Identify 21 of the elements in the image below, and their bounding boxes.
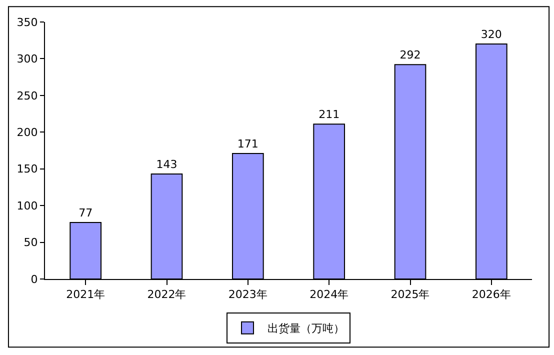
x-tick-label: 2021年: [66, 288, 106, 302]
data-label: 211: [318, 108, 340, 122]
y-tick-label: 50: [24, 236, 38, 250]
data-label: 143: [156, 158, 178, 171]
x-tick-label: 2023年: [228, 288, 268, 302]
x-tick-label: 2022年: [147, 288, 186, 302]
data-label: 292: [400, 48, 421, 62]
y-tick-label: 250: [16, 89, 38, 102]
y-tick-label: 350: [16, 16, 38, 29]
x-tick-label: 2024年: [310, 288, 349, 302]
y-tick-label: 300: [16, 52, 38, 66]
y-tick-label: 100: [16, 199, 38, 212]
y-tick-label: 0: [30, 272, 38, 286]
legend-label: 出货量（万吨）: [268, 322, 344, 336]
data-label: 171: [237, 137, 258, 150]
x-tick-label: 2025年: [390, 288, 430, 302]
data-label: 77: [78, 206, 93, 220]
data-label: 320: [480, 28, 502, 42]
y-tick-label: 150: [16, 162, 38, 176]
y-tick-label: 200: [16, 126, 38, 139]
x-tick-label: 2026年: [472, 288, 511, 302]
